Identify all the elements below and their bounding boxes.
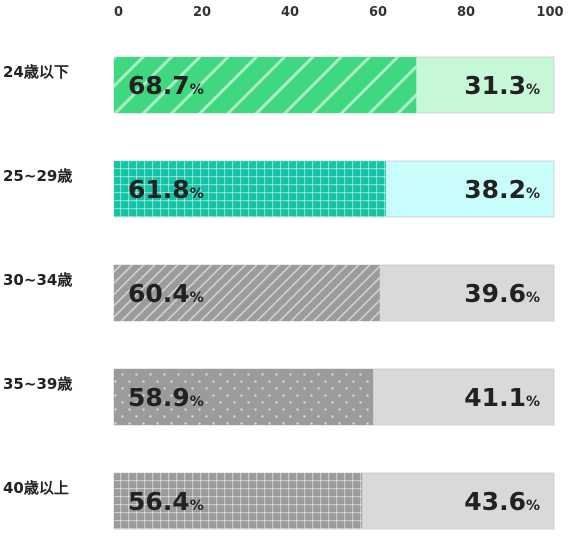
- category-label: 35~39歳: [3, 375, 72, 393]
- bar-segment-main: [114, 57, 417, 113]
- value-label-remainder: 38.2%: [464, 175, 540, 204]
- x-tick-label: 80: [457, 5, 475, 20]
- category-label: 24歳以下: [3, 63, 69, 81]
- x-tick-label: 20: [193, 5, 211, 20]
- value-label-main: 56.4%: [128, 487, 204, 516]
- value-label-main: 68.7%: [128, 71, 204, 100]
- x-tick-label: 100: [536, 5, 563, 20]
- category-label: 30~34歳: [3, 271, 72, 289]
- bar-segment-main: [114, 161, 386, 217]
- value-label-remainder: 31.3%: [464, 71, 540, 100]
- bar-segment-main: [114, 473, 363, 529]
- bars-group: [113, 56, 555, 530]
- bar-segment-main: [114, 265, 380, 321]
- labels-group: 24歳以下 68.7% 31.3% 25~29歳 61.8% 38.2% 30~34歳 60.…: [3, 63, 540, 516]
- x-tick-label: 40: [281, 5, 299, 20]
- value-label-remainder: 39.6%: [464, 279, 540, 308]
- value-label-main: 58.9%: [128, 383, 204, 412]
- category-label: 40歳以上: [3, 479, 69, 497]
- category-label: 25~29歳: [3, 167, 72, 185]
- x-axis-ticks: 0 20 40 60 80 100: [114, 5, 564, 20]
- value-label-remainder: 43.6%: [464, 487, 540, 516]
- value-label-main: 61.8%: [128, 175, 204, 204]
- x-tick-label: 60: [369, 5, 387, 20]
- bar-segment-main: [114, 369, 374, 425]
- value-label-main: 60.4%: [128, 279, 204, 308]
- value-label-remainder: 41.1%: [464, 383, 540, 412]
- x-tick-label: 0: [114, 5, 123, 20]
